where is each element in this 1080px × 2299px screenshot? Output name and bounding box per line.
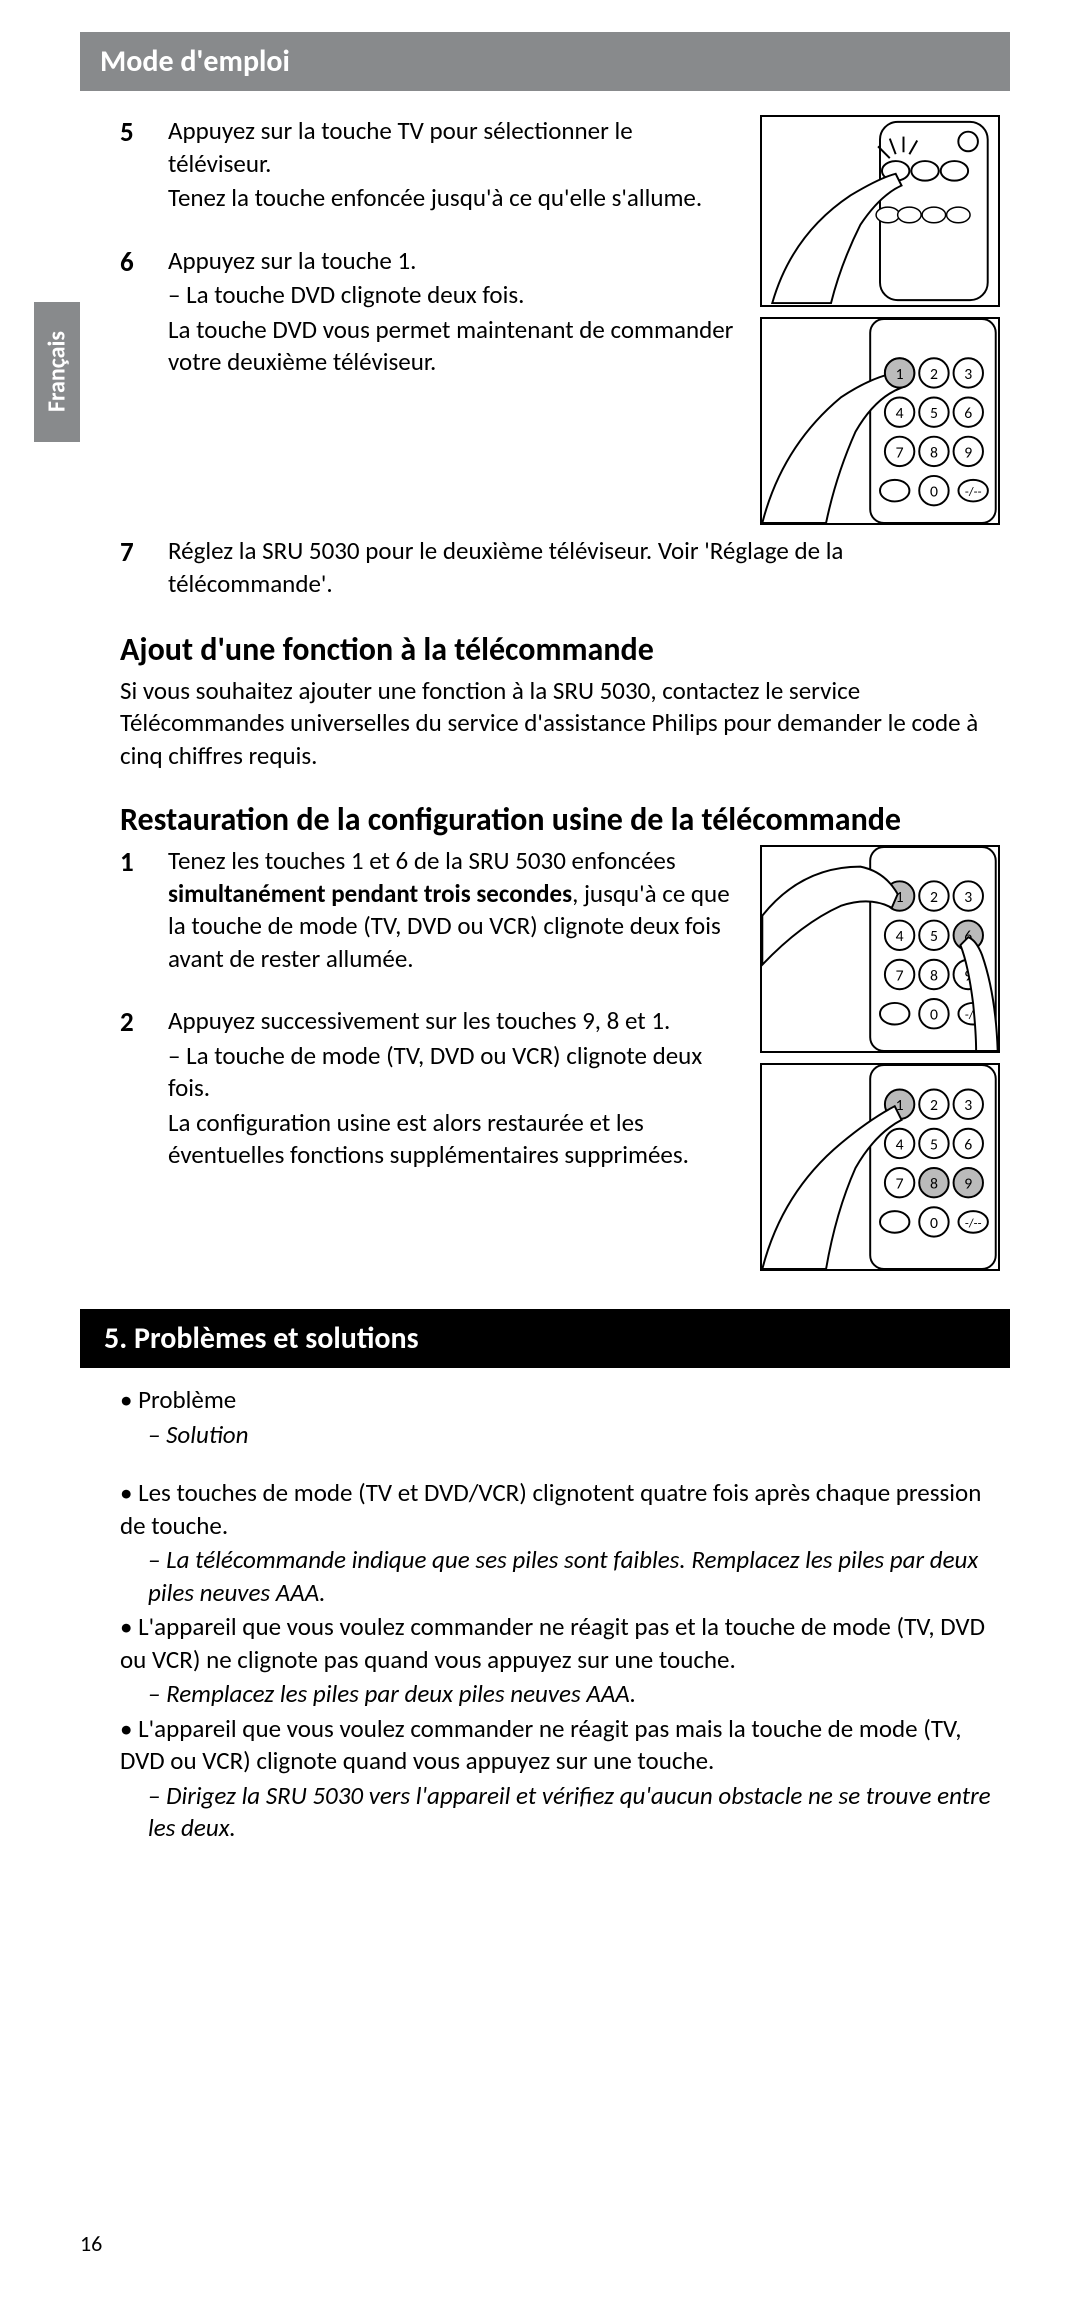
svg-text:1: 1 [896, 365, 904, 384]
figure-column: 1 2 3 4 5 6 7 8 9 0 -/-- [752, 845, 1000, 1281]
svg-text:8: 8 [930, 1175, 938, 1194]
problem-item: L'appareil que vous voulez commander ne … [120, 1611, 1000, 1676]
step-text: Appuyez sur la touche TV pour sélectionn… [168, 115, 752, 217]
svg-text:7: 7 [896, 443, 904, 462]
svg-text:-/--: -/-- [965, 1216, 982, 1231]
svg-text:6: 6 [964, 404, 972, 423]
svg-text:3: 3 [964, 1096, 972, 1115]
step-line: Appuyez successivement sur les touches 9… [168, 1005, 740, 1038]
step-text: Tenez les touches 1 et 6 de la SRU 5030 … [168, 845, 752, 977]
svg-text:8: 8 [930, 443, 938, 462]
remote-figure-keypad-1: 1 2 3 4 5 6 7 8 9 0 -/-- 1 [760, 317, 1000, 525]
svg-text:7: 7 [896, 1175, 904, 1194]
legend-problem: Problème [120, 1384, 1000, 1417]
step-number: 5 [120, 115, 168, 150]
svg-text:4: 4 [896, 404, 904, 423]
remote-figure-keypad-1-6: 1 2 3 4 5 6 7 8 9 0 -/-- [760, 845, 1000, 1053]
svg-text:3: 3 [964, 365, 972, 384]
svg-text:0: 0 [930, 483, 938, 502]
step-number: 2 [120, 1005, 168, 1040]
step-line: Appuyez sur la touche 1. [168, 245, 740, 278]
step-text: Appuyez sur la touche 1. La touche DVD c… [168, 245, 752, 381]
step-6: 6 Appuyez sur la touche 1. La touche DVD… [120, 245, 752, 381]
solution-item: Remplacez les piles par deux piles neuve… [120, 1678, 1000, 1711]
step-number: 1 [120, 845, 168, 880]
remote-figure-tv-press [760, 115, 1000, 307]
step-number: 7 [120, 535, 168, 570]
step-line: La configuration usine est alors restaur… [168, 1107, 740, 1172]
step-line: Tenez les touches 1 et 6 de la SRU 5030 … [168, 845, 740, 975]
step-subline: La touche de mode (TV, DVD ou VCR) clign… [168, 1040, 740, 1105]
problem-item: Les touches de mode (TV et DVD/VCR) clig… [120, 1477, 1000, 1542]
step-text: Réglez la SRU 5030 pour le deuxième télé… [168, 535, 1000, 602]
svg-text:2: 2 [930, 1096, 938, 1115]
svg-text:-/--: -/-- [965, 485, 982, 500]
svg-text:8: 8 [930, 966, 938, 985]
steps-restore-block: 1 Tenez les touches 1 et 6 de la SRU 503… [120, 845, 1000, 1281]
remote-figure-keypad-981: 1 2 3 4 5 6 7 8 9 0 -/-- [760, 1063, 1000, 1271]
solution-item: Dirigez la SRU 5030 vers l'appareil et v… [120, 1780, 1000, 1845]
heading-restore: Restauration de la configuration usine d… [120, 802, 1000, 839]
section-5-header: 5. Problèmes et solutions [80, 1309, 1010, 1368]
step-line: Réglez la SRU 5030 pour le deuxième télé… [168, 535, 988, 600]
step-line: Appuyez sur la touche TV pour sélectionn… [168, 115, 740, 180]
step-subline: La touche DVD clignote deux fois. [168, 279, 740, 312]
step-line: Tenez la touche enfoncée jusqu'à ce qu'e… [168, 182, 740, 215]
legend-solution: Solution [120, 1419, 1000, 1452]
svg-text:0: 0 [930, 1214, 938, 1233]
step-7: 7 Réglez la SRU 5030 pour le deuxième té… [120, 535, 1000, 602]
step-restore-1: 1 Tenez les touches 1 et 6 de la SRU 503… [120, 845, 752, 977]
step-text: Appuyez successivement sur les touches 9… [168, 1005, 752, 1174]
solution-item: La télécommande indique que ses piles so… [120, 1544, 1000, 1609]
svg-text:5: 5 [930, 927, 938, 946]
step-number: 6 [120, 245, 168, 280]
mode-header: Mode d'emploi [80, 32, 1010, 91]
svg-text:9: 9 [964, 1175, 972, 1194]
svg-text:6: 6 [964, 1135, 972, 1154]
svg-text:4: 4 [896, 927, 904, 946]
paragraph-add-function: Si vous souhaitez ajouter une fonction à… [120, 675, 1000, 773]
svg-text:9: 9 [964, 443, 972, 462]
svg-text:5: 5 [930, 404, 938, 423]
svg-text:3: 3 [964, 888, 972, 907]
step-line: La touche DVD vous permet maintenant de … [168, 314, 740, 379]
svg-text:4: 4 [896, 1135, 904, 1154]
page-number: 16 [80, 2230, 102, 2259]
manual-page: Mode d'emploi Français 5 Appuyez sur la … [0, 32, 1080, 2299]
heading-add-function: Ajout d'une fonction à la télécommande [120, 632, 1000, 669]
step-5: 5 Appuyez sur la touche TV pour sélectio… [120, 115, 752, 217]
svg-text:7: 7 [896, 966, 904, 985]
svg-text:0: 0 [930, 1006, 938, 1025]
svg-text:5: 5 [930, 1135, 938, 1154]
steps-5-6-block: 5 Appuyez sur la touche TV pour sélectio… [120, 115, 1000, 535]
figure-column: 1 2 3 4 5 6 7 8 9 0 -/-- 1 [752, 115, 1000, 535]
problem-solution-legend: Problème Solution Les touches de mode (T… [120, 1384, 1000, 1845]
language-tab: Français [34, 302, 80, 442]
svg-text:2: 2 [930, 365, 938, 384]
problem-item: L'appareil que vous voulez commander ne … [120, 1713, 1000, 1778]
step-restore-2: 2 Appuyez successivement sur les touches… [120, 1005, 752, 1174]
svg-text:2: 2 [930, 888, 938, 907]
